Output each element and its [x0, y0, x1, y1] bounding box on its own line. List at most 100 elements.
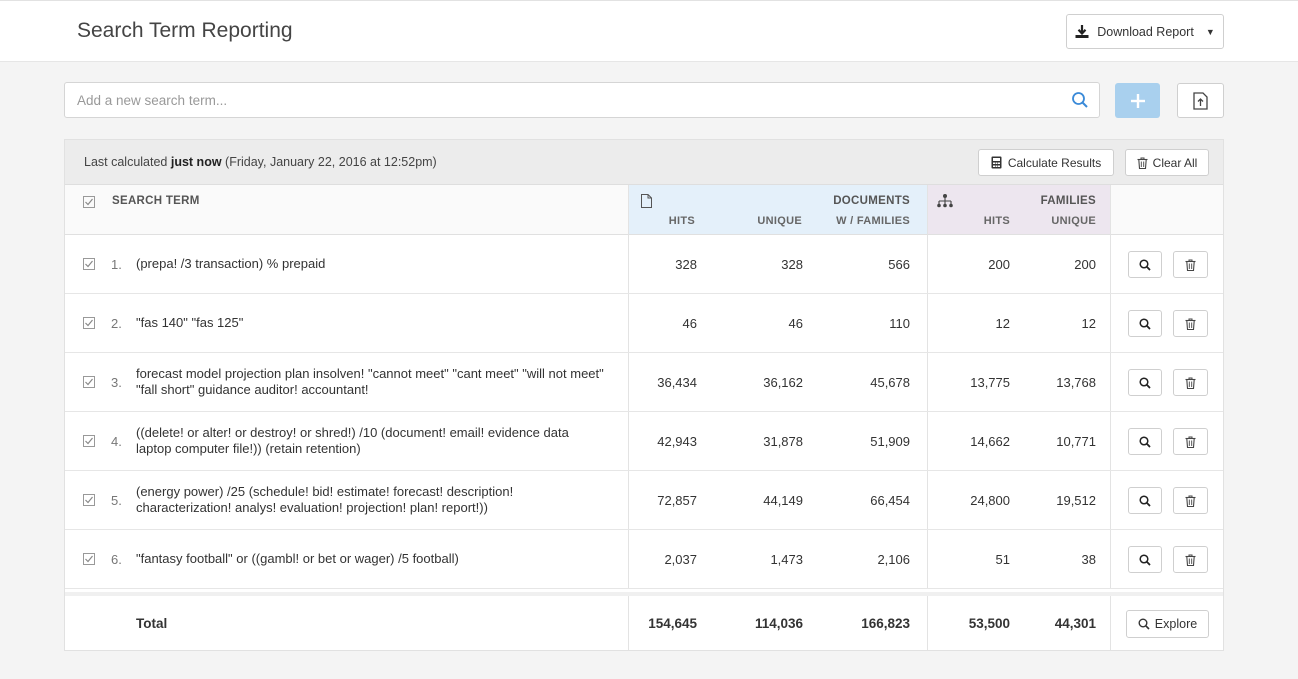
- row-unique: 46: [788, 315, 803, 331]
- row-families-unique: 38: [1081, 551, 1096, 567]
- row-delete-button[interactable]: [1173, 251, 1208, 278]
- search-icon: [1139, 553, 1151, 566]
- search-icon: [1139, 435, 1151, 448]
- row-index: 3.: [111, 374, 122, 390]
- table-row: 5. (energy power) /25 (schedule! bid! est…: [65, 471, 1223, 530]
- row-w-families: 66,454: [870, 492, 910, 508]
- row-index: 1.: [111, 256, 122, 272]
- row-checkbox-icon[interactable]: [83, 553, 95, 565]
- search-term-input[interactable]: [65, 83, 1055, 117]
- row-search-term: ((delete! or alter! or destroy! or shred…: [136, 425, 569, 456]
- row-search-term: (energy power) /25 (schedule! bid! estim…: [136, 484, 514, 515]
- row-search-button[interactable]: [1128, 487, 1162, 514]
- upload-file-button[interactable]: [1177, 83, 1224, 118]
- row-families-hits: 14,662: [970, 433, 1010, 449]
- row-families-unique: 10,771: [1056, 433, 1096, 449]
- row-w-families: 51,909: [870, 433, 910, 449]
- row-unique: 31,878: [763, 433, 803, 449]
- row-search-button[interactable]: [1128, 369, 1162, 396]
- download-report-label: Download Report: [1097, 24, 1194, 39]
- row-unique: 36,162: [763, 374, 803, 390]
- row-index: 2.: [111, 315, 122, 331]
- search-icon: [1139, 258, 1151, 271]
- row-index: 4.: [111, 433, 122, 449]
- row-families-unique: 19,512: [1056, 492, 1096, 508]
- row-checkbox-icon[interactable]: [83, 494, 95, 506]
- unique-header: UNIQUE: [757, 215, 802, 227]
- calculate-results-label: Calculate Results: [1007, 155, 1102, 170]
- hits-header: HITS: [668, 215, 695, 227]
- search-bar: [64, 82, 1100, 118]
- trash-icon: [1185, 259, 1196, 271]
- row-delete-button[interactable]: [1173, 487, 1208, 514]
- families-hits-header: HITS: [983, 215, 1010, 227]
- search-icon: [1139, 317, 1151, 330]
- row-search-term: (prepa! /3 transaction) % prepaid: [136, 256, 326, 271]
- add-term-button[interactable]: [1115, 83, 1160, 118]
- row-search-term: "fantasy football" or ((gambl! or bet or…: [136, 551, 459, 566]
- row-w-families: 45,678: [870, 374, 910, 390]
- row-delete-button[interactable]: [1173, 369, 1208, 396]
- header-families: FAMILIES HITS UNIQUE: [927, 185, 1110, 235]
- families-header: FAMILIES: [1040, 195, 1096, 207]
- trash-icon: [1185, 495, 1196, 507]
- row-delete-button[interactable]: [1173, 428, 1208, 455]
- header-documents: DOCUMENTS HITS UNIQUE W / FAMILIES: [628, 185, 927, 235]
- trash-icon: [1137, 157, 1148, 169]
- total-row: Total 154,645 114,036 166,823 53,500 44,…: [65, 592, 1223, 650]
- trash-icon: [1185, 436, 1196, 448]
- row-families-unique: 200: [1074, 256, 1096, 272]
- select-all-checkbox-icon[interactable]: [83, 196, 95, 208]
- row-search-term: forecast model projection plan insolven!…: [136, 366, 604, 397]
- page-title: Search Term Reporting: [77, 19, 293, 42]
- file-upload-icon: [1193, 91, 1208, 110]
- clear-all-button[interactable]: Clear All: [1125, 149, 1209, 176]
- row-families-hits: 12: [995, 315, 1010, 331]
- total-families-unique: 44,301: [1054, 615, 1096, 631]
- table-row: 2. "fas 140" "fas 125" 46 46 110 12 12: [65, 294, 1223, 353]
- row-checkbox-icon[interactable]: [83, 258, 95, 270]
- row-families-unique: 13,768: [1056, 374, 1096, 390]
- total-families-hits: 53,500: [968, 615, 1010, 631]
- row-search-button[interactable]: [1128, 310, 1162, 337]
- row-index: 5.: [111, 492, 122, 508]
- row-checkbox-icon[interactable]: [83, 435, 95, 447]
- search-icon: [1138, 618, 1150, 630]
- trash-icon: [1185, 554, 1196, 566]
- row-families-hits: 24,800: [970, 492, 1010, 508]
- row-search-button[interactable]: [1128, 251, 1162, 278]
- row-search-term: "fas 140" "fas 125": [136, 315, 244, 330]
- row-delete-button[interactable]: [1173, 310, 1208, 337]
- clear-all-label: Clear All: [1152, 155, 1198, 170]
- results-table: Last calculated just now (Friday, Januar…: [64, 139, 1224, 651]
- row-checkbox-icon[interactable]: [83, 317, 95, 329]
- header-search-term: SEARCH TERM: [65, 185, 628, 235]
- download-report-button[interactable]: Download Report ▼: [1066, 14, 1224, 49]
- total-hits: 154,645: [648, 615, 697, 631]
- row-delete-button[interactable]: [1173, 546, 1208, 573]
- trash-icon: [1185, 377, 1196, 389]
- calculator-icon: [991, 156, 1002, 169]
- row-unique: 44,149: [763, 492, 803, 508]
- row-w-families: 566: [888, 256, 910, 272]
- row-checkbox-icon[interactable]: [83, 376, 95, 388]
- download-icon: [1075, 25, 1089, 38]
- search-icon[interactable]: [1071, 91, 1089, 109]
- table-row: 3. forecast model projection plan insolve…: [65, 353, 1223, 412]
- calculation-bar: Last calculated just now (Friday, Januar…: [65, 140, 1223, 185]
- row-index: 6.: [111, 551, 122, 567]
- explore-button[interactable]: Explore: [1126, 610, 1209, 638]
- row-search-button[interactable]: [1128, 546, 1162, 573]
- calculate-results-button[interactable]: Calculate Results: [978, 149, 1114, 176]
- table-row: 1. (prepa! /3 transaction) % prepaid 328 32…: [65, 235, 1223, 294]
- last-calculated-prefix: Last calculated: [84, 155, 171, 169]
- plus-icon: [1130, 93, 1145, 108]
- hierarchy-icon: [937, 194, 953, 208]
- row-search-button[interactable]: [1128, 428, 1162, 455]
- header-actions: [1110, 185, 1223, 235]
- search-icon: [1139, 376, 1151, 389]
- row-families-hits: 51: [995, 551, 1010, 567]
- page-header: Search Term Reporting Download Report ▼: [0, 0, 1298, 62]
- families-unique-header: UNIQUE: [1051, 215, 1096, 227]
- row-hits: 2,037: [664, 551, 697, 567]
